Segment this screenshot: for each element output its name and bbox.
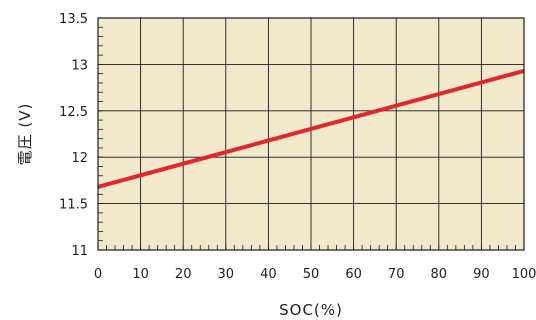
series-line-0: [97, 68, 525, 189]
x-tick-labels: 0 10 20 30 40 50 60 70 80 90 100: [94, 267, 536, 282]
y-tick-label: 12: [71, 151, 88, 166]
y-tick-label: 12.5: [59, 105, 88, 120]
x-axis-title: SOC(%): [279, 301, 343, 319]
grid: [98, 18, 524, 250]
y-tick-label: 13.5: [59, 12, 88, 27]
series-layer: [97, 68, 525, 189]
x-tick-label: 80: [431, 267, 448, 282]
x-tick-label: 60: [345, 267, 362, 282]
x-tick-label: 50: [303, 267, 320, 282]
y-tick-label: 13: [71, 58, 88, 73]
x-tick-label: 20: [175, 267, 192, 282]
x-tick-label: 30: [218, 267, 235, 282]
x-tick-label: 100: [512, 267, 536, 282]
x-tick-label: 40: [260, 267, 277, 282]
y-axis-title: 電圧 (V): [16, 103, 34, 166]
y-tick-label: 11.5: [59, 198, 88, 213]
y-tick-labels: 11 11.5 12 12.5 13 13.5: [59, 12, 88, 259]
x-tick-label: 0: [94, 267, 102, 282]
plot-frame: [97, 17, 525, 251]
x-tick-label: 70: [388, 267, 405, 282]
minor-ticks: [98, 26, 516, 250]
x-tick-label: 10: [132, 267, 149, 282]
y-tick-label: 11: [71, 244, 88, 259]
x-tick-label: 90: [473, 267, 490, 282]
